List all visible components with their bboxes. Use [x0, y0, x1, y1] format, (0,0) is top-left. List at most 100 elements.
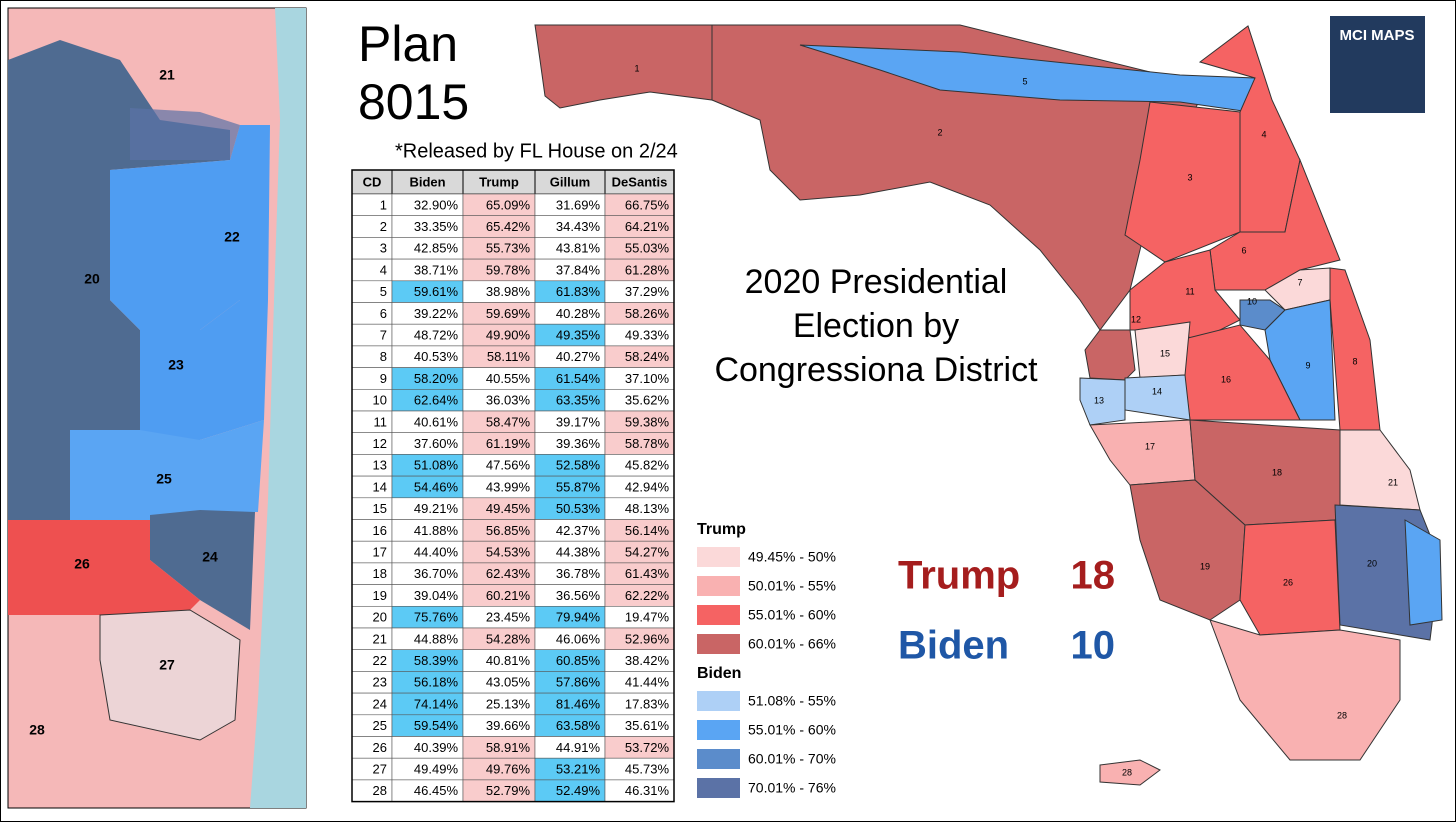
cell-text: 37.29%: [625, 284, 670, 299]
cell-text: 44.38%: [556, 544, 601, 559]
header-text: Trump: [479, 174, 519, 189]
cell-text: 61.43%: [625, 566, 670, 581]
cell-text: 7: [380, 327, 387, 342]
cell-text: 19.47%: [625, 610, 670, 625]
cell-text: 65.42%: [486, 219, 531, 234]
cell-text: 36.78%: [556, 566, 601, 581]
cell-text: 48.13%: [625, 501, 670, 516]
cell-text: 49.76%: [486, 761, 531, 776]
district-22: [110, 125, 270, 330]
headline-line: Election by: [793, 307, 959, 345]
legend-label: 55.01% - 60%: [748, 607, 836, 623]
header-text: Biden: [409, 174, 445, 189]
cell-text: 58.91%: [486, 740, 531, 755]
cell-text: 56.18%: [414, 675, 459, 690]
cell-text: 61.28%: [625, 262, 670, 277]
district-label: 20: [1367, 558, 1377, 568]
district-label: 17: [1145, 441, 1155, 451]
cell-text: 52.49%: [556, 783, 601, 798]
cell-text: 59.54%: [414, 718, 459, 733]
cell-text: 59.38%: [625, 414, 670, 429]
cell-text: 66.75%: [625, 197, 670, 212]
header-text: Gillum: [550, 174, 590, 189]
cell-text: 41.44%: [625, 675, 670, 690]
cell-text: 31.69%: [556, 197, 601, 212]
cell-text: 38.98%: [486, 284, 531, 299]
district-20-arm: [130, 108, 240, 160]
cell-text: 49.21%: [414, 501, 459, 516]
district-label: 26: [1283, 577, 1293, 587]
cell-text: 55.87%: [556, 479, 601, 494]
district-label: 2: [937, 127, 942, 137]
cell-text: 50.53%: [556, 501, 601, 516]
inset-district-label: 24: [202, 549, 218, 565]
cell-text: 43.99%: [486, 479, 531, 494]
legend-swatch: [697, 749, 740, 769]
cell-text: 24: [373, 696, 387, 711]
cell-text: 61.83%: [556, 284, 601, 299]
inset-district-label: 28: [29, 722, 45, 738]
cell-text: 34.43%: [556, 219, 601, 234]
inset-map: [7, 7, 307, 809]
legend-swatch: [697, 778, 740, 798]
cell-text: 20: [373, 610, 387, 625]
cell-text: 27: [373, 761, 387, 776]
cell-text: 40.53%: [414, 349, 459, 364]
legend-swatch: [697, 720, 740, 740]
cell-text: 2: [380, 219, 387, 234]
cell-text: 58.20%: [414, 371, 459, 386]
seat-count: 10: [1071, 624, 1116, 668]
district-label: 18: [1272, 467, 1282, 477]
party-name: Biden: [898, 624, 1009, 668]
cell-text: 23: [373, 675, 387, 690]
cell-text: 52.79%: [486, 783, 531, 798]
cell-text: 17: [373, 544, 387, 559]
cell-text: 37.60%: [414, 436, 459, 451]
cell-text: 15: [373, 501, 387, 516]
legend-label: 51.08% - 55%: [748, 693, 836, 709]
plan-title: Plan: [358, 16, 458, 72]
district-label: 21: [1388, 477, 1398, 487]
cell-text: 42.85%: [414, 241, 459, 256]
cell-text: 39.22%: [414, 306, 459, 321]
headline: 2020 Presidential Election by Congressiona…: [714, 263, 1038, 389]
cell-text: 43.05%: [486, 675, 531, 690]
header-cell: [391, 169, 464, 195]
district-label: 11: [1185, 286, 1194, 296]
cell-text: 81.46%: [556, 696, 601, 711]
header-text: CD: [363, 174, 382, 189]
cell-text: 38.71%: [414, 262, 459, 277]
cell-text: 3: [380, 241, 387, 256]
cell-text: 1: [380, 197, 387, 212]
cell-text: 60.21%: [486, 588, 531, 603]
legend-title: Biden: [697, 665, 741, 682]
legend-label: 50.01% - 55%: [748, 578, 836, 594]
cell-text: 42.94%: [625, 479, 670, 494]
cell-text: 9: [380, 371, 387, 386]
cell-text: 45.73%: [625, 761, 670, 776]
legend-swatch: [697, 576, 740, 596]
cell-text: 54.27%: [625, 544, 670, 559]
cell-text: 58.47%: [486, 414, 531, 429]
inset-district-label: 20: [84, 271, 100, 287]
cell-text: 4: [380, 262, 387, 277]
cell-text: 12: [373, 436, 387, 451]
cell-text: 26: [373, 740, 387, 755]
cell-text: 46.06%: [556, 631, 601, 646]
cell-text: 65.09%: [486, 197, 531, 212]
cell-text: 13: [373, 458, 387, 473]
cell-text: 48.72%: [414, 327, 459, 342]
cell-text: 43.81%: [556, 241, 601, 256]
seat-results: Trump 18 Biden 10: [898, 554, 1115, 668]
party-name: Trump: [898, 554, 1020, 598]
cell-text: 25: [373, 718, 387, 733]
district-label: 9: [1305, 360, 1310, 370]
district-21: [1339, 429, 1421, 511]
cell-text: 40.39%: [414, 740, 459, 755]
cell-text: 21: [373, 631, 387, 646]
legend-swatch: [697, 691, 740, 711]
cell-text: 56.14%: [625, 523, 670, 538]
cell-text: 49.33%: [625, 327, 670, 342]
cell-text: 62.22%: [625, 588, 670, 603]
